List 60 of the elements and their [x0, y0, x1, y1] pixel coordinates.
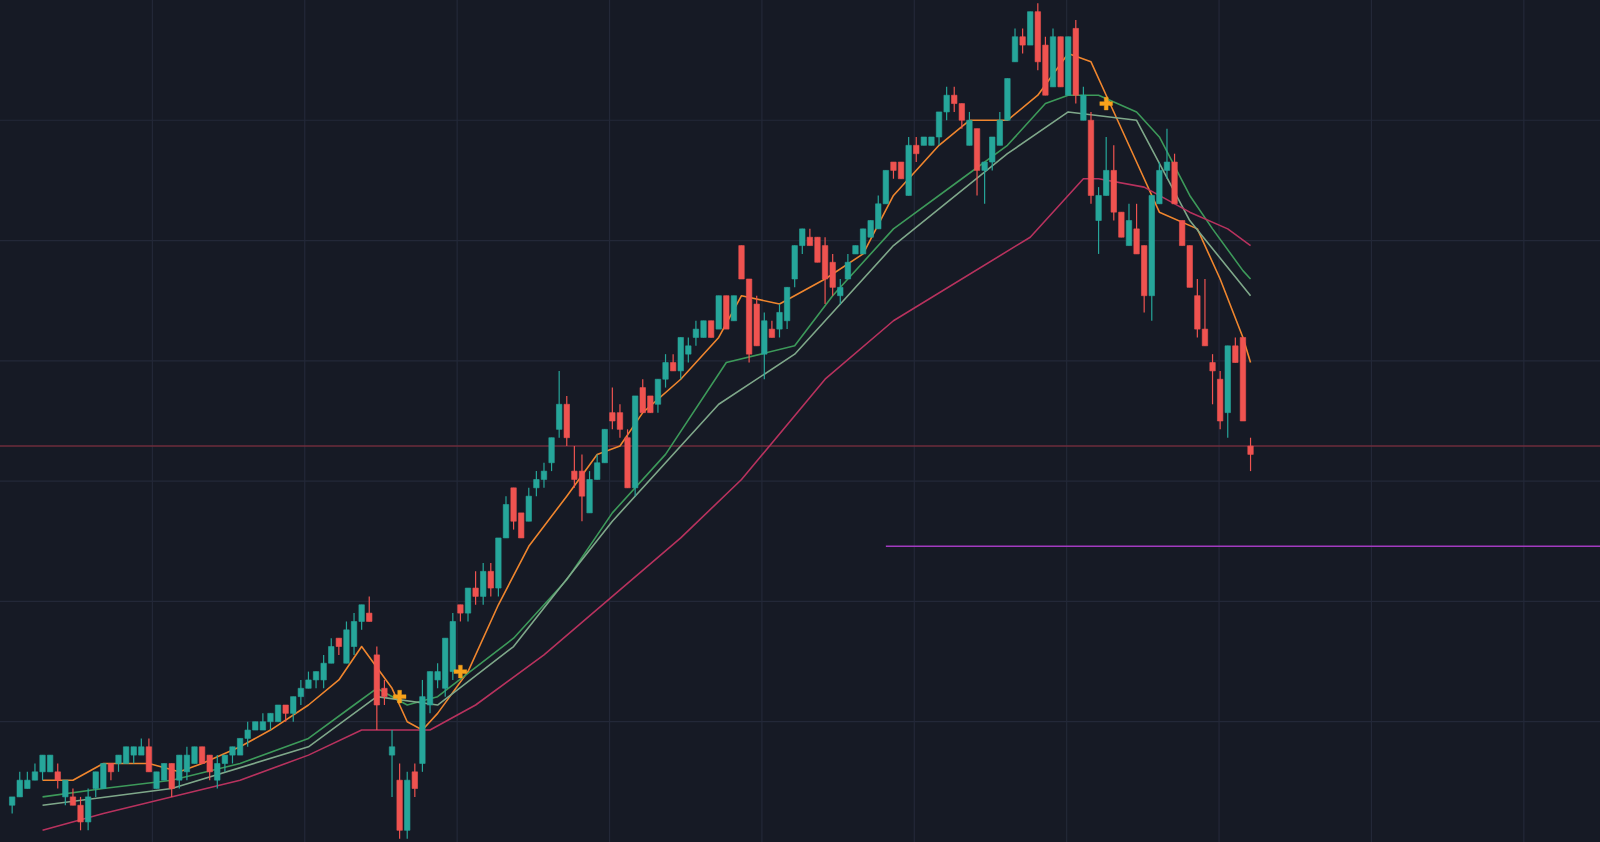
candlestick: [206, 754, 213, 781]
candlestick: [39, 754, 46, 781]
candlestick: [761, 311, 768, 380]
candlestick: [1019, 27, 1026, 55]
candlestick: [1080, 86, 1087, 121]
candlestick: [723, 295, 730, 330]
candlestick: [548, 437, 555, 472]
candlestick: [297, 679, 304, 706]
candlestick: [214, 754, 221, 790]
candlestick: [1194, 278, 1201, 339]
candlestick: [100, 762, 107, 790]
candlestick: [913, 136, 920, 163]
candlestick: [677, 336, 684, 380]
candlestick: [366, 595, 373, 623]
candlestick: [411, 762, 418, 798]
candlestick: [966, 111, 973, 146]
candlestick: [951, 86, 958, 113]
candlestick: [571, 445, 578, 489]
candlestick: [351, 612, 358, 656]
candlestick: [784, 286, 791, 330]
candlestick: [16, 771, 23, 798]
candlestick: [1247, 437, 1254, 472]
candlestick: [822, 236, 829, 305]
candlestick: [472, 570, 479, 606]
candlestick: [692, 320, 699, 347]
candlestick: [860, 228, 867, 255]
candlestick: [730, 295, 737, 322]
candlestick: [974, 128, 981, 197]
candlestick: [480, 562, 487, 606]
candlestick: [540, 462, 548, 489]
candlestick: [586, 470, 593, 514]
candlestick: [244, 721, 251, 748]
candlestick: [1201, 278, 1208, 347]
candlestick: [510, 487, 517, 531]
candlestick: [1011, 27, 1019, 63]
candlestick: [176, 754, 183, 790]
candlestick: [464, 587, 472, 623]
candlestick: [1125, 203, 1133, 247]
candlestick: [487, 562, 494, 598]
candlestick: [77, 796, 84, 831]
candlestick: [609, 386, 616, 430]
candlestick: [1171, 153, 1178, 205]
candlestick: [1217, 370, 1224, 430]
candlestick: [145, 737, 152, 773]
candlestick: [578, 453, 585, 522]
candlestick: [388, 729, 396, 798]
candlestick: [85, 787, 92, 831]
candlestick: [563, 395, 570, 447]
candlestick: [343, 620, 350, 664]
candlestick: [168, 762, 175, 798]
candlestick: [715, 295, 722, 330]
candlestick: [62, 779, 69, 806]
candlestick: [183, 746, 190, 781]
candlestick: [320, 654, 327, 689]
candlestick: [556, 370, 563, 439]
candlestick: [533, 470, 540, 497]
candlestick: [639, 378, 646, 414]
candlestick: [54, 762, 61, 790]
candlestick: [525, 487, 532, 522]
candlestick: [1027, 11, 1034, 46]
